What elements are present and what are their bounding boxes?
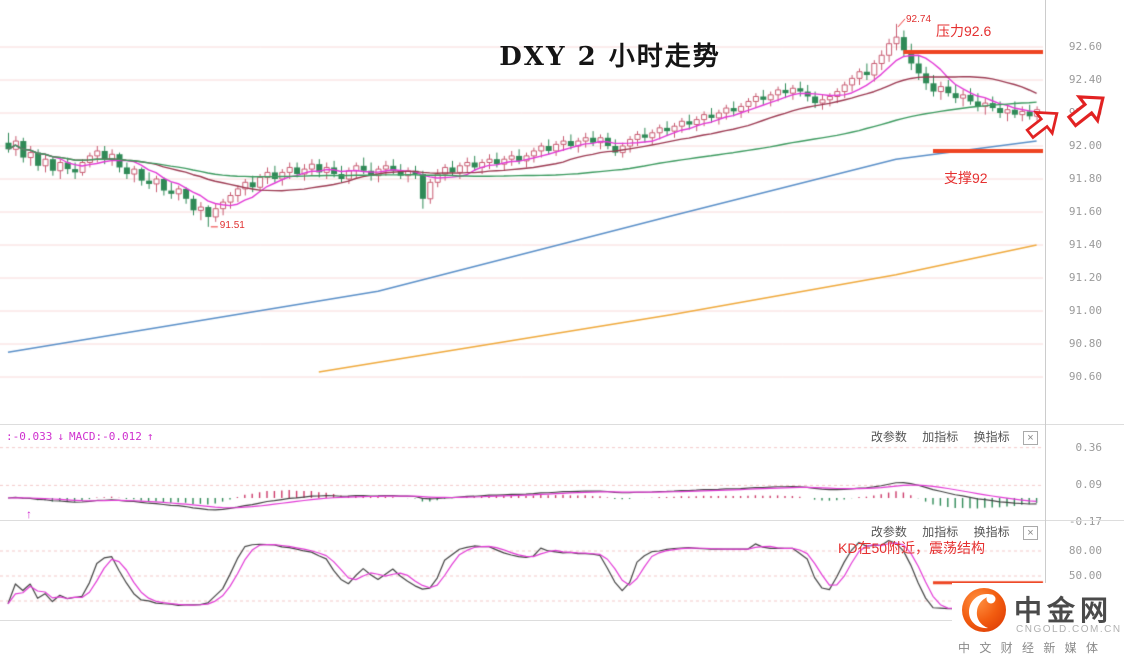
change-params-button[interactable]: 改参数 (870, 430, 907, 444)
axis-tick-label: 91.20 (1068, 271, 1102, 284)
chart-canvas[interactable] (0, 0, 1045, 655)
axis-divider (1045, 0, 1046, 620)
kd-panel-toolbar: 改参数 加指标 换指标 × (0, 523, 1038, 540)
switch-indicator-button[interactable]: 换指标 (973, 430, 1010, 444)
panel-divider (0, 520, 1124, 521)
kd-note-label: KD在50附近，震荡结构 (838, 540, 986, 556)
axis-tick-label: 92.60 (1068, 40, 1102, 53)
close-icon[interactable]: × (1023, 431, 1038, 445)
up-right-arrow-icon (1066, 95, 1105, 128)
axis-tick-label: 92.00 (1068, 139, 1102, 152)
dif-value: :-0.033 (6, 430, 53, 443)
axis-tick-label: 91.40 (1068, 238, 1102, 251)
logo-name: 中金网 (1014, 595, 1114, 626)
axis-tick-label: 50.00 (1068, 569, 1102, 582)
axis-tick-label: 91.80 (1068, 172, 1102, 185)
switch-indicator-button[interactable]: 换指标 (973, 525, 1010, 539)
logo-tagline: 中 文 财 经 新 媒 体 (958, 641, 1102, 655)
axis-tick-label: 0.36 (1075, 440, 1103, 454)
axis-tick-label: 90.60 (1068, 370, 1102, 383)
axis-tick-label: 91.60 (1068, 205, 1102, 218)
support-label: 支撑92 (944, 170, 988, 186)
macd-readout: :-0.033 ↓ MACD:-0.012 ↑ (6, 430, 158, 443)
add-indicator-button[interactable]: 加指标 (922, 525, 959, 539)
panel-divider (0, 424, 1124, 425)
add-indicator-button[interactable]: 加指标 (922, 430, 959, 444)
logo-domain: CNGOLD.COM.CN (1016, 624, 1122, 635)
axis-tick-label: 92.40 (1068, 73, 1102, 86)
macd-panel-toolbar: 改参数 加指标 换指标 × (0, 428, 1038, 445)
macd-value: MACD:-0.012 (68, 430, 142, 443)
cngold-logo-icon (962, 588, 1006, 632)
axis-tick-label: -0.17 (1068, 514, 1102, 528)
close-icon[interactable]: × (1023, 526, 1038, 540)
resistance-label: 压力92.6 (936, 23, 992, 39)
axis-tick-label: 0.09 (1075, 478, 1103, 492)
panel-divider (0, 620, 1124, 621)
up-arrow-icon: ↑ (26, 507, 32, 521)
low-price-label: 91.51 (219, 219, 245, 231)
down-arrow-icon: ↓ (57, 430, 64, 443)
chart-title: DXY 2 小时走势 (499, 42, 721, 72)
up-right-arrow-icon (1025, 110, 1059, 140)
axis-tick-label: 80.00 (1068, 544, 1102, 557)
change-params-button[interactable]: 改参数 (870, 525, 907, 539)
up-arrow-icon: ↑ (146, 430, 154, 443)
axis-tick-label: 91.00 (1068, 304, 1102, 317)
peak-price-label: 92.74 (906, 13, 932, 25)
axis-tick-label: 90.80 (1068, 337, 1102, 350)
cngold-logo: 中金网 CNGOLD.COM.CN 中 文 财 经 新 媒 体 (952, 583, 1124, 655)
